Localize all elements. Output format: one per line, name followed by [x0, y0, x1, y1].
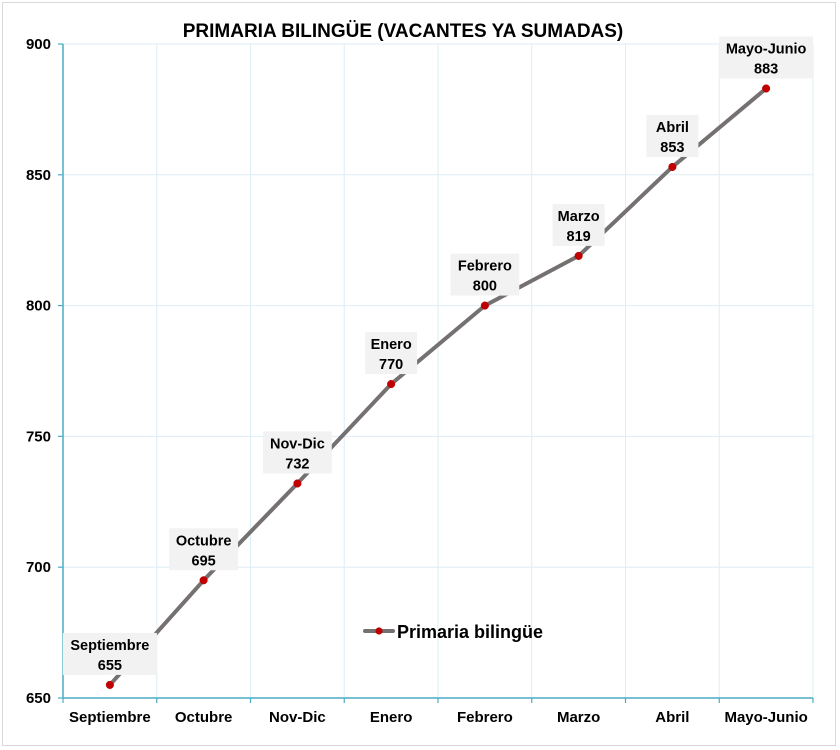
data-label-background [62, 632, 157, 675]
data-point-marker [387, 380, 396, 389]
x-tick-label: Febrero [457, 709, 513, 726]
y-tick-label: 700 [26, 559, 51, 576]
data-label-value: 732 [285, 456, 309, 472]
x-tick-label: Septiembre [69, 709, 151, 726]
data-point-marker [668, 162, 677, 172]
data-label-value: 853 [660, 140, 684, 156]
x-tick-label: Nov-Dic [269, 709, 326, 726]
data-label-background [365, 332, 418, 375]
data-label-value: 819 [567, 229, 591, 245]
gridlines [63, 43, 814, 698]
data-point-marker [574, 251, 583, 260]
data-label-category: Febrero [458, 259, 512, 275]
data-label-category: Abril [656, 120, 689, 136]
data-label-background [169, 528, 239, 571]
x-tick-label: Octubre [175, 709, 233, 726]
data-label-value: 655 [98, 658, 122, 674]
y-tick-label: 850 [26, 167, 51, 184]
data-labels: Septiembre 655 Octubre 695 Nov-Dic 732 Enero 77… [62, 36, 814, 675]
data-label-category: Marzo [558, 209, 600, 225]
data-point-marker [762, 84, 771, 93]
data-point-marker [199, 576, 208, 585]
data-label-category: Mayo-Junio [726, 41, 807, 57]
data-label-background [646, 114, 699, 157]
x-tick-label: Enero [370, 709, 413, 726]
data-label-category: Septiembre [70, 638, 149, 654]
data-label-category: Enero [371, 337, 412, 353]
data-label-category: Octubre [176, 533, 232, 549]
legend-entry-label: Primaria bilingüe [397, 622, 543, 642]
data-label-background [450, 253, 520, 296]
y-tick-label: 900 [26, 36, 51, 53]
chart-title: PRIMARIA BILINGÜE (VACANTES YA SUMADAS) [183, 21, 624, 42]
data-label-background [719, 36, 814, 79]
axes: 650 700 750 800 850 900 Septiembre Octubre Nov-D… [26, 36, 814, 726]
data-point-marker [480, 301, 489, 310]
x-tick-label: Marzo [557, 709, 600, 726]
y-tick-label: 800 [26, 298, 51, 315]
data-label-value: 800 [473, 279, 497, 295]
data-label-background [552, 203, 605, 246]
data-label-category: Nov-Dic [270, 436, 325, 452]
data-label-value: 883 [754, 61, 778, 77]
data-label-value: 770 [379, 357, 403, 373]
y-tick-label: 750 [26, 428, 51, 445]
y-tick-label: 650 [26, 690, 51, 707]
data-label-value: 695 [192, 553, 216, 569]
x-tick-label: Abril [655, 709, 689, 726]
x-tick-label: Mayo-Junio [724, 709, 807, 726]
data-label-background [262, 431, 332, 474]
data-point-marker [293, 479, 302, 488]
legend-marker-icon [375, 627, 383, 635]
data-point-marker [105, 680, 114, 689]
legend: Primaria bilingüe [363, 622, 543, 642]
